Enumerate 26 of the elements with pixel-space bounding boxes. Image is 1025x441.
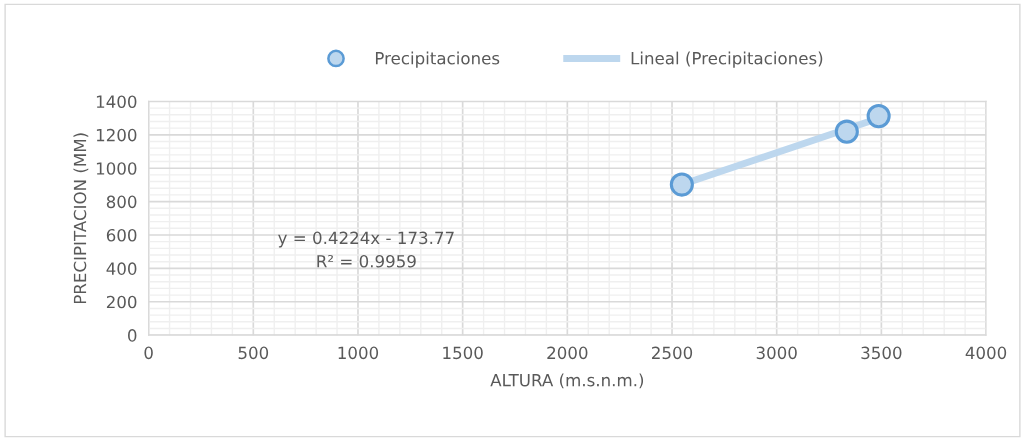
y-tick-label: 800 bbox=[106, 195, 137, 209]
legend-label: Lineal (Precipitaciones) bbox=[631, 51, 823, 68]
x-tick-label: 4000 bbox=[965, 346, 1007, 360]
point bbox=[866, 104, 891, 129]
x-tick-label: 2500 bbox=[652, 346, 693, 360]
x-tick-label: 1500 bbox=[443, 346, 483, 360]
annotation: y = 0.4224x - 173.77 bbox=[278, 231, 454, 248]
x-tick-label: 3000 bbox=[756, 346, 797, 360]
x-tick-label: 2000 bbox=[547, 346, 588, 360]
y-tick-label: 200 bbox=[106, 295, 137, 309]
point bbox=[669, 172, 694, 197]
x-tick-label: 1000 bbox=[338, 346, 379, 360]
x-tick-label: 0 bbox=[144, 346, 153, 360]
y-tick-label: 1200 bbox=[96, 128, 137, 142]
y-tick-label: 400 bbox=[106, 262, 137, 275]
y-tick-label: 1400 bbox=[96, 95, 137, 108]
x-axis-title: ALTURA (m.s.n.m.) bbox=[490, 373, 644, 389]
annotation: R² = 0.9959 bbox=[317, 254, 416, 268]
y-axis-title: PRECIPITACION (MM) bbox=[73, 133, 89, 304]
y-tick-label: 600 bbox=[106, 228, 137, 242]
legend-label: Precipitaciones bbox=[375, 51, 500, 68]
point bbox=[834, 119, 859, 144]
x-tick-label: 500 bbox=[238, 346, 269, 360]
y-tick-label: 1000 bbox=[96, 162, 137, 175]
x-tick-label: 3500 bbox=[861, 346, 902, 360]
y-tick-label: 0 bbox=[128, 329, 137, 342]
